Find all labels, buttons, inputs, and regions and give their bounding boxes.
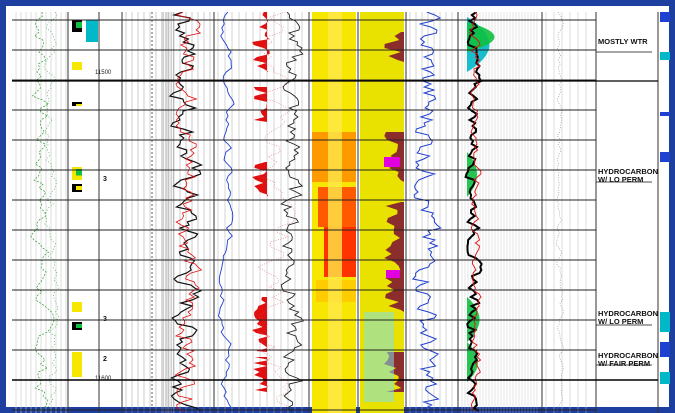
flag-block-inner bbox=[76, 104, 82, 106]
hydrocarbon-fill bbox=[384, 202, 404, 312]
right-strip-segment bbox=[660, 12, 670, 22]
perm-curve-black bbox=[464, 12, 483, 412]
faint-curve bbox=[555, 12, 564, 413]
resistivity-fill bbox=[253, 357, 270, 392]
magenta-zone bbox=[386, 270, 400, 278]
well-log-diagram bbox=[12, 12, 670, 413]
flag-block-inner bbox=[76, 22, 82, 28]
zone-number-2: 3 bbox=[103, 316, 107, 323]
annotation-line1: MOSTLY WTR bbox=[598, 37, 648, 46]
right-strip-segment bbox=[660, 152, 670, 162]
right-strip-segment bbox=[660, 372, 670, 384]
annotation-hydrocarbon-lo-perm-1: HYDROCARBON W/ LO PERM bbox=[598, 168, 658, 184]
sonic-curve bbox=[280, 12, 304, 412]
resistivity-fill bbox=[252, 12, 270, 72]
annotation-line2: W/ LO PERM bbox=[598, 175, 644, 184]
magenta-zone bbox=[384, 157, 400, 167]
right-strip-segment bbox=[660, 52, 670, 60]
water-flag bbox=[86, 20, 98, 42]
water-zone bbox=[364, 312, 394, 402]
flag-block-inner bbox=[76, 64, 82, 68]
density-curve bbox=[411, 12, 442, 412]
zone-number-3: 2 bbox=[103, 356, 107, 363]
right-strip-segment bbox=[660, 312, 670, 332]
resistivity-fill bbox=[252, 162, 269, 197]
porosity-core bbox=[328, 12, 342, 413]
dotted-curve bbox=[255, 12, 296, 413]
perm-curve-red bbox=[469, 12, 482, 412]
flag-block-inner bbox=[76, 304, 82, 309]
permeability-lobe bbox=[467, 22, 495, 52]
annotation-line1: HYDROCARBON bbox=[598, 167, 658, 176]
flag-block-inner bbox=[76, 324, 82, 328]
annotation-line1: HYDROCARBON bbox=[598, 309, 658, 318]
right-strip-segment bbox=[660, 112, 670, 116]
depth-gridlines bbox=[12, 19, 658, 411]
log-tracks bbox=[15, 12, 659, 413]
zone-number-1: 3 bbox=[103, 176, 107, 183]
annotation-hydrocarbon-lo-perm-2: HYDROCARBON W/ LO PERM bbox=[598, 310, 658, 326]
neutron-curve bbox=[218, 12, 235, 413]
right-strip-segment bbox=[660, 342, 670, 357]
hydrocarbon-fill bbox=[384, 32, 404, 62]
resistivity-curve-red bbox=[174, 12, 203, 412]
flag-block-inner bbox=[76, 354, 82, 367]
annotation-mostly-water: MOSTLY WTR bbox=[598, 38, 648, 46]
gamma-curve bbox=[30, 12, 55, 413]
flag-block-inner bbox=[76, 186, 82, 190]
annotation-line2: W/ LO PERM bbox=[598, 317, 644, 326]
log-curves bbox=[30, 12, 670, 413]
resistivity-fill bbox=[253, 87, 268, 122]
resistivity-curve-black bbox=[168, 12, 203, 412]
depth-label-top: 11500 bbox=[95, 70, 112, 76]
depth-label-bottom: 11600 bbox=[95, 376, 112, 382]
annotation-line2: W/ FAIR PERM bbox=[598, 359, 651, 368]
flag-block-inner bbox=[76, 169, 82, 176]
annotation-hydrocarbon-fair-perm: HYDROCARBON W/ FAIR PERM bbox=[598, 352, 658, 368]
annotation-line1: HYDROCARBON bbox=[598, 351, 658, 360]
